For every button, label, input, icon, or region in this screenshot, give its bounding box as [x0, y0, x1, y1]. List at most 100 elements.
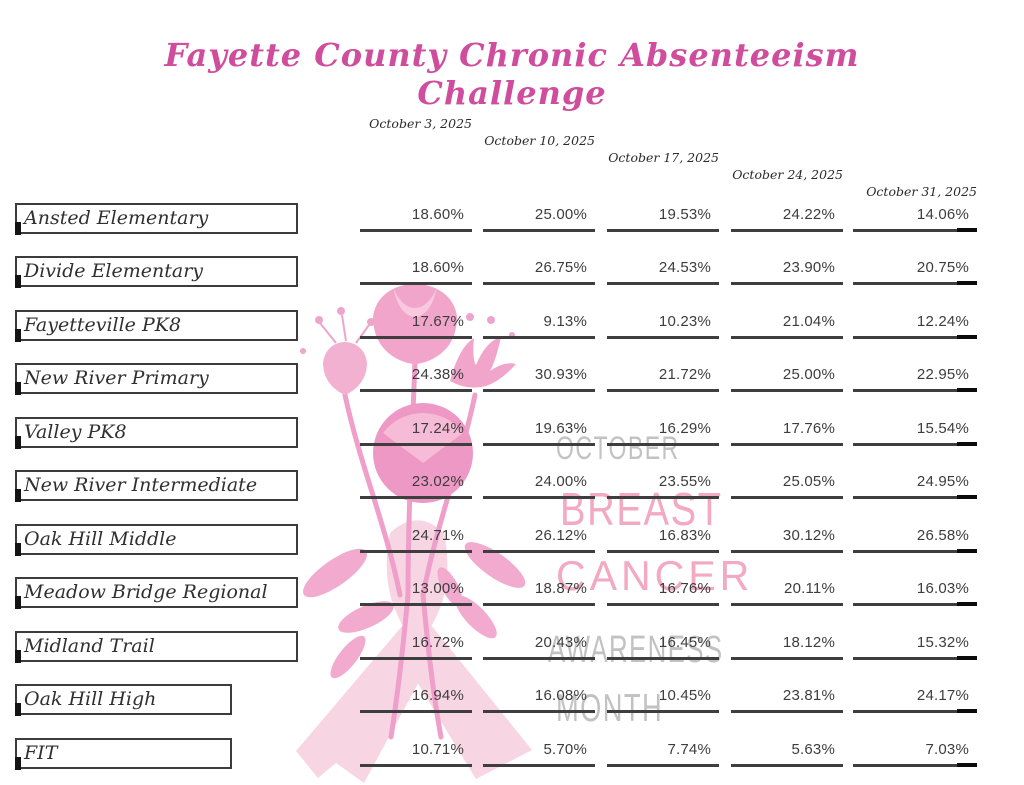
- column-header-date: October 31, 2025: [866, 184, 977, 199]
- underline: [607, 389, 719, 392]
- value-cell: 24.71%: [360, 524, 472, 554]
- value-cell: 26.58%: [853, 524, 977, 554]
- percentage-value: 16.45%: [658, 634, 711, 651]
- underline: [607, 710, 719, 713]
- underline: [853, 496, 977, 499]
- value-cell: 24.53%: [607, 256, 719, 286]
- percentage-value: 30.12%: [782, 527, 835, 544]
- value-cell: 20.75%: [853, 256, 977, 286]
- value-cell: 18.60%: [360, 256, 472, 286]
- school-name-box: FIT: [15, 738, 232, 770]
- underline: [483, 496, 595, 499]
- underline: [607, 443, 719, 446]
- percentage-value: 26.58%: [916, 527, 969, 544]
- percentage-value: 25.00%: [782, 366, 835, 383]
- column-header-date: October 10, 2025: [484, 133, 595, 148]
- value-cell: 16.45%: [607, 631, 719, 661]
- school-name: Fayetteville PK8: [24, 314, 182, 336]
- underline: [360, 710, 472, 713]
- value-cell: 10.71%: [360, 738, 472, 768]
- school-name: Meadow Bridge Regional: [24, 581, 268, 603]
- value-cell: 20.43%: [483, 631, 595, 661]
- column-header-date: October 17, 2025: [608, 150, 719, 165]
- underline: [607, 229, 719, 232]
- underline: [853, 336, 977, 339]
- column-header-date: October 3, 2025: [369, 116, 472, 131]
- percentage-value: 7.03%: [925, 741, 969, 758]
- percentage-value: 14.06%: [916, 206, 969, 223]
- percentage-value: 18.60%: [411, 259, 464, 276]
- value-cell: 30.93%: [483, 363, 595, 393]
- table-row: New River Primary 24.38% 30.93% 21.72% 25.00…: [0, 363, 1024, 397]
- value-cell: 16.76%: [607, 577, 719, 607]
- value-cell: 24.22%: [731, 203, 843, 233]
- value-cell: 24.00%: [483, 470, 595, 500]
- school-name-box: New River Intermediate: [15, 470, 298, 502]
- value-cell: 16.03%: [853, 577, 977, 607]
- school-name: New River Primary: [24, 367, 209, 389]
- underline-end-cap: [957, 602, 977, 606]
- underline-end-cap: [957, 281, 977, 285]
- value-cell: 16.94%: [360, 684, 472, 714]
- value-cell: 17.24%: [360, 417, 472, 447]
- value-cell: 13.00%: [360, 577, 472, 607]
- value-cell: 16.83%: [607, 524, 719, 554]
- value-cell: 18.87%: [483, 577, 595, 607]
- percentage-value: 10.71%: [411, 741, 464, 758]
- underline: [607, 603, 719, 606]
- underline: [853, 389, 977, 392]
- value-cell: 26.12%: [483, 524, 595, 554]
- underline: [731, 550, 843, 553]
- underline: [731, 603, 843, 606]
- underline: [607, 764, 719, 767]
- underline: [483, 603, 595, 606]
- percentage-value: 16.03%: [916, 580, 969, 597]
- school-name-box: Meadow Bridge Regional: [15, 577, 298, 609]
- underline: [483, 550, 595, 553]
- percentage-value: 10.45%: [658, 687, 711, 704]
- percentage-value: 25.05%: [782, 473, 835, 490]
- table-row: Valley PK8 17.24% 19.63% 16.29% 17.76% 15.54%: [0, 417, 1024, 451]
- value-cell: 7.03%: [853, 738, 977, 768]
- underline: [731, 443, 843, 446]
- percentage-value: 19.53%: [658, 206, 711, 223]
- underline-end-cap: [957, 442, 977, 446]
- school-name-box: Fayetteville PK8: [15, 310, 298, 342]
- percentage-value: 20.75%: [916, 259, 969, 276]
- value-cell: 16.08%: [483, 684, 595, 714]
- underline: [853, 603, 977, 606]
- percentage-value: 24.95%: [916, 473, 969, 490]
- percentage-value: 23.81%: [782, 687, 835, 704]
- percentage-value: 18.87%: [534, 580, 587, 597]
- percentage-value: 19.63%: [534, 420, 587, 437]
- school-name-box: Valley PK8: [15, 417, 298, 449]
- table-row: Midland Trail 16.72% 20.43% 16.45% 18.12% 15.…: [0, 631, 1024, 665]
- breast-cancer-ribbon-graphic: [296, 284, 532, 783]
- underline: [483, 710, 595, 713]
- table-row: FIT 10.71% 5.70% 7.74% 5.63% 7.03%: [0, 738, 1024, 772]
- percentage-value: 23.55%: [658, 473, 711, 490]
- value-cell: 19.53%: [607, 203, 719, 233]
- percentage-value: 7.74%: [667, 741, 711, 758]
- percentage-value: 12.24%: [916, 313, 969, 330]
- underline-end-cap: [957, 388, 977, 392]
- underline: [483, 657, 595, 660]
- underline: [360, 336, 472, 339]
- value-cell: 21.04%: [731, 310, 843, 340]
- school-name-box: Ansted Elementary: [15, 203, 298, 235]
- underline: [731, 657, 843, 660]
- underline: [853, 229, 977, 232]
- percentage-value: 18.60%: [411, 206, 464, 223]
- underline: [483, 764, 595, 767]
- percentage-value: 24.22%: [782, 206, 835, 223]
- value-cell: 18.60%: [360, 203, 472, 233]
- value-cell: 25.00%: [483, 203, 595, 233]
- underline: [731, 336, 843, 339]
- underline: [483, 229, 595, 232]
- value-cell: 15.54%: [853, 417, 977, 447]
- school-name-box: New River Primary: [15, 363, 298, 395]
- underline: [607, 282, 719, 285]
- percentage-value: 22.95%: [916, 366, 969, 383]
- value-cell: 24.17%: [853, 684, 977, 714]
- underline: [607, 336, 719, 339]
